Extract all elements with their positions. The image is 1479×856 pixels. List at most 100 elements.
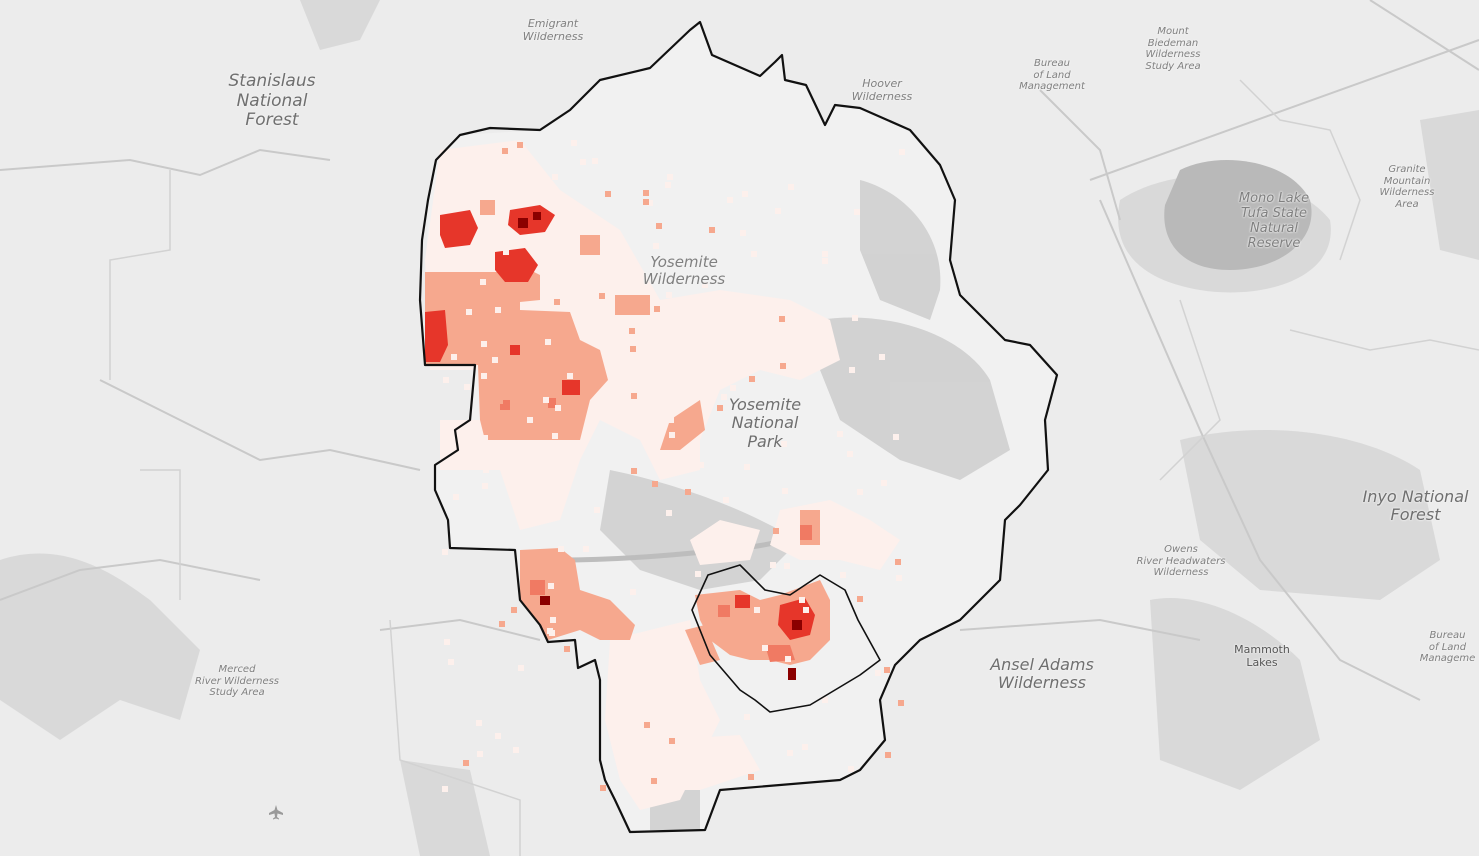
scatter-cell: [477, 751, 483, 757]
scatter-cell: [629, 328, 635, 334]
scatter-cell: [482, 435, 488, 441]
scatter-cell: [547, 628, 553, 634]
very-low-patch: [690, 520, 760, 565]
scatter-cell: [885, 752, 891, 758]
scatter-cell: [654, 306, 660, 312]
scatter-cell: [896, 575, 902, 581]
scatter-cell: [464, 384, 470, 390]
scatter-cell: [782, 488, 788, 494]
scatter-cell: [898, 700, 904, 706]
scatter-cell: [631, 393, 637, 399]
scatter-cell: [552, 433, 558, 439]
scatter-cell: [854, 209, 860, 215]
scatter-cell: [643, 199, 649, 205]
scatter-cell: [543, 397, 549, 403]
scatter-cell: [647, 200, 653, 206]
scatter-cell: [899, 149, 905, 155]
low-zone-southwest: [520, 548, 635, 640]
scatter-cell: [742, 191, 748, 197]
very-high-cell: [533, 212, 541, 220]
scatter-cell: [762, 645, 768, 651]
scatter-cell: [781, 441, 787, 447]
scatter-cell: [631, 468, 637, 474]
low-patch: [615, 295, 650, 315]
scatter-cell: [600, 785, 606, 791]
scatter-cell: [478, 154, 484, 160]
scatter-cell: [632, 730, 638, 736]
scatter-cell: [852, 315, 858, 321]
scatter-cell: [723, 497, 729, 503]
scatter-cell: [780, 363, 786, 369]
moderate-patch: [800, 525, 812, 540]
scatter-cell: [605, 191, 611, 197]
scatter-cell: [647, 430, 653, 436]
scatter-cell: [683, 348, 689, 354]
sub-area-boundary: [691, 564, 881, 713]
scatter-cell: [482, 483, 488, 489]
scatter-cell: [847, 451, 853, 457]
scatter-cell: [822, 697, 828, 703]
scatter-cell: [480, 279, 486, 285]
scatter-cell: [721, 394, 727, 400]
scatter-cell: [544, 513, 550, 519]
scatter-cell: [650, 716, 656, 722]
scatter-cell: [881, 480, 887, 486]
scatter-cell: [749, 376, 755, 382]
yosemite-park-boundary: [418, 20, 1059, 834]
moderate-patch: [718, 605, 730, 617]
scatter-cell: [884, 667, 890, 673]
scatter-cell: [849, 367, 855, 373]
scatter-cell: [479, 248, 485, 254]
scatter-cell: [495, 733, 501, 739]
very-high-cell: [540, 596, 550, 605]
very-low-zone-south-2: [660, 735, 760, 790]
low-patch: [480, 200, 495, 215]
scatter-cell: [840, 572, 846, 578]
scatter-cell: [667, 174, 673, 180]
scatter-cell: [653, 243, 659, 249]
high-patch-west: [425, 310, 448, 362]
high-patch: [510, 345, 520, 355]
scatter-cell: [442, 786, 448, 792]
scatter-cell: [511, 607, 517, 613]
scatter-cell: [822, 251, 828, 257]
high-patch-nw: [440, 210, 478, 248]
scatter-cell: [876, 533, 882, 539]
scatter-cell: [848, 766, 854, 772]
scatter-cell: [444, 639, 450, 645]
scatter-cell: [754, 607, 760, 613]
airplane-icon: [269, 805, 283, 820]
scatter-cell: [555, 405, 561, 411]
scatter-cell: [517, 142, 523, 148]
scatter-cell: [702, 743, 708, 749]
very-low-patch: [560, 260, 600, 300]
scatter-cell: [453, 494, 459, 500]
scatter-cell: [702, 282, 708, 288]
scatter-cell: [695, 571, 701, 577]
scatter-cell: [513, 747, 519, 753]
scatter-cell: [440, 462, 446, 468]
scatter-cell: [451, 354, 457, 360]
scatter-cell: [727, 197, 733, 203]
scatter-cell: [496, 433, 502, 439]
scatter-cell: [770, 562, 776, 568]
scatter-cell: [558, 546, 564, 552]
scatter-cell: [893, 434, 899, 440]
scatter-cell: [642, 389, 648, 395]
scatter-cell: [698, 462, 704, 468]
scatter-cell: [448, 659, 454, 665]
scatter-cell: [857, 489, 863, 495]
scatter-cell: [779, 316, 785, 322]
scatter-cell: [669, 738, 675, 744]
scatter-cell: [503, 249, 509, 255]
scatter-cell: [466, 309, 472, 315]
scatter-cell: [619, 261, 625, 267]
scatter-cell: [592, 158, 598, 164]
scatter-cell: [546, 335, 552, 341]
scatter-cell: [744, 714, 750, 720]
scatter-cell: [785, 656, 791, 662]
scatter-cell: [599, 293, 605, 299]
low-patch: [685, 625, 720, 665]
scatter-cell: [669, 432, 675, 438]
